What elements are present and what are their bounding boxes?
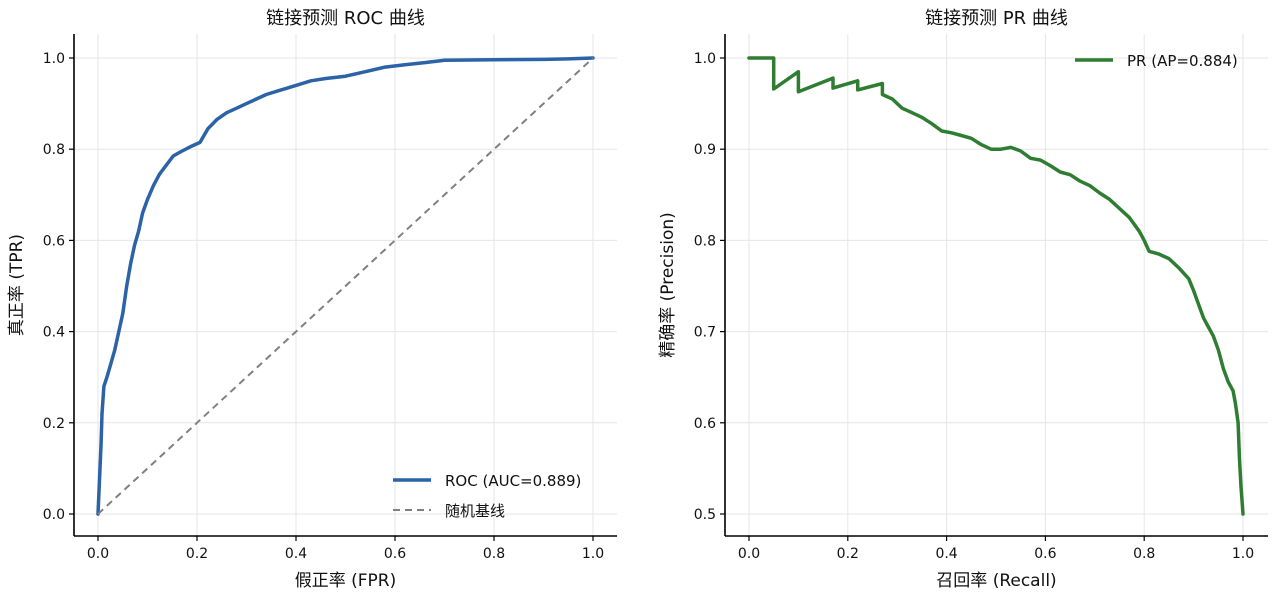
roc-legend: ROC (AUC=0.889) 随机基线 — [393, 472, 581, 520]
pr-y-tick-label: 0.7 — [694, 325, 716, 341]
roc-series-line-0 — [96, 56, 595, 516]
pr-x-tick-label: 1.0 — [1232, 546, 1254, 562]
roc-series-line-1 — [97, 57, 594, 515]
roc-y-tick-label: 0.6 — [43, 233, 65, 249]
pr-x-axis-label: 召回率 (Recall) — [936, 571, 1056, 591]
roc-x-tick-label: 0.4 — [285, 546, 307, 562]
pr-y-tick-label: 0.8 — [694, 233, 716, 249]
pr-series-line-0 — [747, 56, 1245, 516]
roc-x-tick-label: 1.0 — [582, 546, 604, 562]
pr-chart-title: 链接预测 PR 曲线 — [925, 8, 1068, 29]
pr-x-tick-label: 0.6 — [1034, 546, 1056, 562]
pr-x-tick-label: 0.4 — [935, 546, 957, 562]
roc-x-axis-label: 假正率 (FPR) — [295, 571, 397, 591]
roc-x-tick-label: 0.0 — [87, 546, 109, 562]
roc-x-tick-label: 0.2 — [186, 546, 208, 562]
pr-chart: 0.0 0.2 0.4 0.6 0.8 1.0 0.5 0.6 0.7 0.8 0.9 1.0 链接预测… — [658, 8, 1268, 591]
roc-y-tick-label: 0.2 — [43, 416, 65, 432]
roc-grid — [74, 34, 617, 536]
pr-y-tick-label: 0.6 — [694, 416, 716, 432]
pr-ticks: 0.0 0.2 0.4 0.6 0.8 1.0 0.5 0.6 0.7 0.8 0.9 1.0 — [694, 51, 1254, 562]
pr-grid — [725, 34, 1268, 536]
roc-x-tick-label: 0.6 — [384, 546, 406, 562]
pr-y-tick-label: 1.0 — [694, 51, 716, 67]
roc-y-axis-label: 真正率 (TPR) — [7, 234, 27, 336]
roc-ticks: 0.0 0.2 0.4 0.6 0.8 1.0 0.0 0.2 0.4 0.6 0.8 1.0 — [43, 51, 604, 562]
pr-legend: PR (AP=0.884) — [1075, 52, 1238, 70]
roc-chart-title: 链接预测 ROC 曲线 — [266, 8, 425, 29]
roc-chart: 0.0 0.2 0.4 0.6 0.8 1.0 0.0 0.2 0.4 0.6 0.8 1.0 链接预测… — [7, 8, 617, 591]
roc-y-tick-label: 0.0 — [43, 507, 65, 523]
pr-y-axis-label: 精确率 (Precision) — [658, 212, 678, 358]
pr-x-tick-label: 0.8 — [1133, 546, 1155, 562]
pr-y-tick-label: 0.5 — [694, 507, 716, 523]
pr-y-tick-label: 0.9 — [694, 142, 716, 158]
pr-x-tick-label: 0.0 — [738, 546, 760, 562]
roc-legend-label: ROC (AUC=0.889) — [445, 472, 581, 490]
pr-x-tick-label: 0.2 — [837, 546, 859, 562]
roc-y-tick-label: 1.0 — [43, 51, 65, 67]
roc-y-tick-label: 0.8 — [43, 142, 65, 158]
roc-y-tick-label: 0.4 — [43, 325, 65, 341]
pr-legend-label: PR (AP=0.884) — [1127, 52, 1238, 70]
roc-legend-label: 随机基线 — [445, 502, 505, 520]
roc-x-tick-label: 0.8 — [483, 546, 505, 562]
